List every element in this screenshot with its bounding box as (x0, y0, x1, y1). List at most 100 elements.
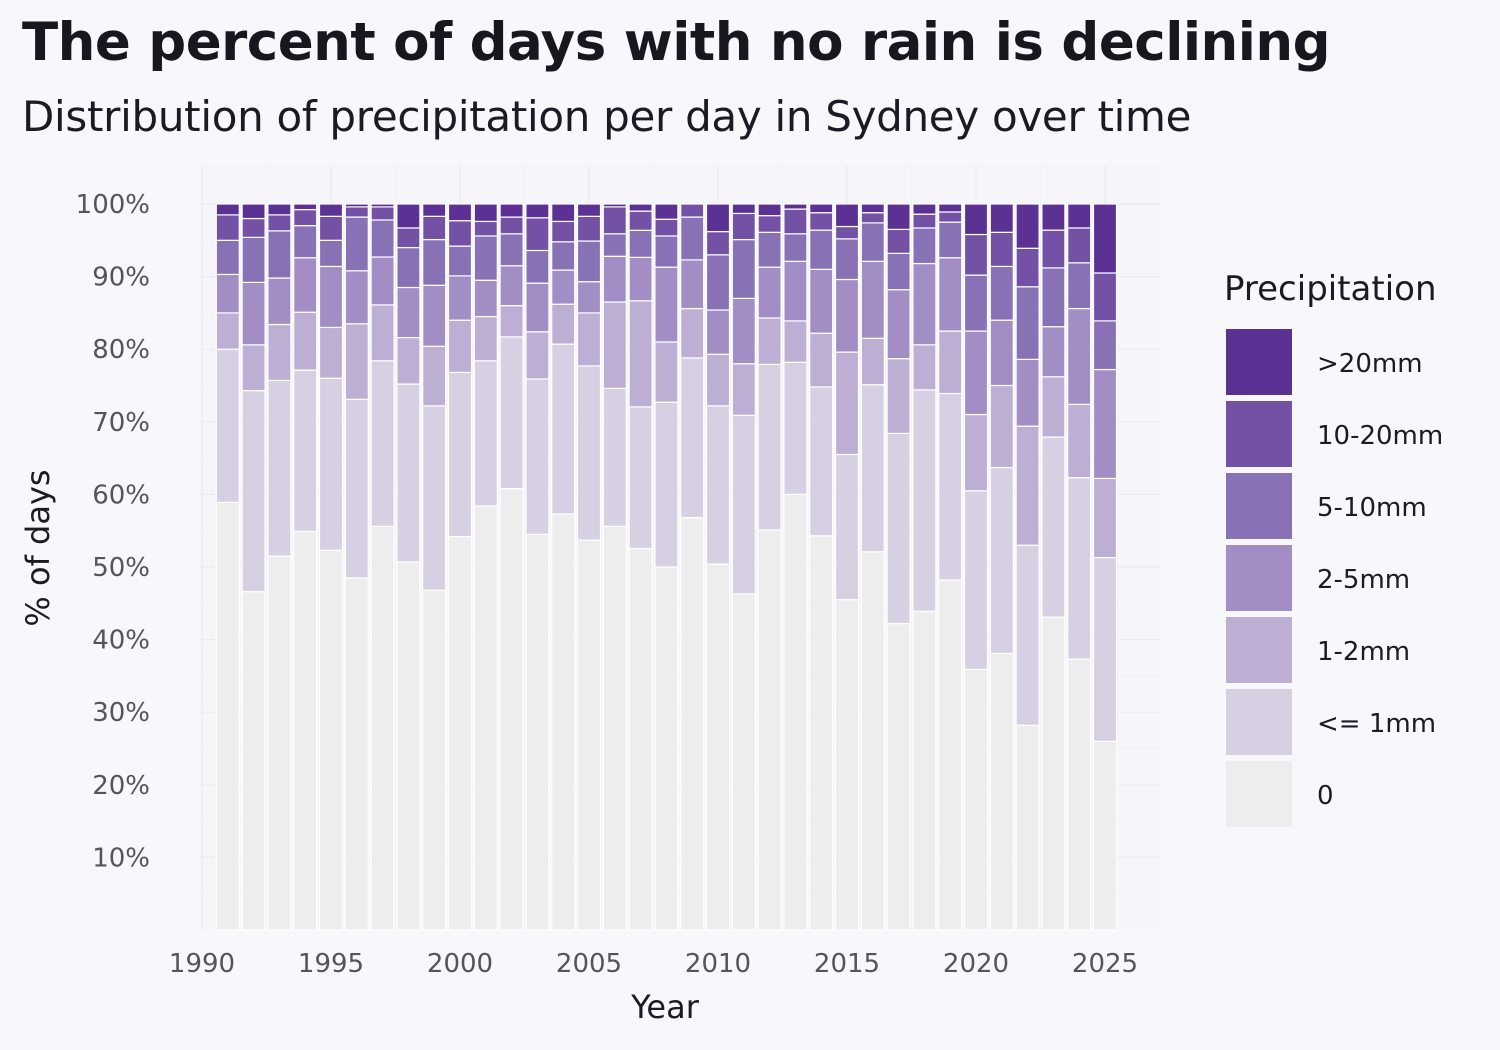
bar-segment (422, 345, 447, 407)
bar-segment (757, 231, 782, 268)
bar-segment (783, 260, 808, 322)
legend-label: 0 (1317, 781, 1334, 811)
bar-segment (473, 315, 498, 362)
y-tick-label: 30% (92, 698, 150, 728)
bar-segment (705, 203, 731, 233)
bar-segment (422, 238, 447, 286)
bar-segment (422, 215, 447, 241)
bar-segment (705, 563, 731, 931)
bar-segment (989, 265, 1014, 321)
bar-segment (705, 309, 731, 355)
bar-segment (499, 305, 524, 338)
bar-segment (344, 323, 369, 400)
x-tick-label: 2015 (814, 949, 880, 979)
legend-items: >20mm 10-20mm 5-10mm 2-5mm 1-2mm <= 1mm 0 (1226, 329, 1443, 827)
bar-segment (370, 360, 395, 527)
bar-segment (473, 505, 498, 931)
bar-segment (396, 246, 421, 289)
bar-segment (654, 203, 679, 220)
bar-segment (1015, 358, 1040, 427)
x-axis-ticks: 1990 1995 2000 2005 2010 2015 2020 2025 (169, 949, 1138, 979)
bar-segment (1092, 320, 1118, 371)
bar-segment (1041, 616, 1066, 931)
x-tick-label: 2020 (943, 949, 1009, 979)
bar-segment (731, 238, 756, 299)
bar-segment (293, 208, 318, 227)
bar-segment (834, 453, 860, 601)
bar-segment (267, 323, 292, 382)
bar-segment (293, 225, 318, 259)
bar-segment (989, 319, 1014, 387)
x-tick-label: 1990 (169, 949, 235, 979)
bar-segment (1015, 286, 1040, 360)
y-tick-label: 10% (92, 843, 150, 873)
bar-segment (370, 525, 395, 931)
legend-swatch (1226, 617, 1292, 683)
bar-segment (783, 361, 808, 496)
bar-segment (1015, 203, 1040, 249)
bar-segment (705, 405, 731, 565)
bar-segment (576, 240, 602, 283)
bar-segment (396, 383, 421, 563)
bar-segment (809, 229, 834, 270)
bar-segment (241, 217, 266, 238)
bar-segment (912, 389, 937, 612)
bar-segment (1092, 368, 1118, 480)
bar-segment (525, 203, 550, 219)
bar-segment (551, 203, 576, 223)
bar-segment (241, 203, 266, 220)
bar-segment (267, 555, 292, 931)
bar-segment (1041, 267, 1066, 328)
bar-segment (628, 256, 653, 302)
bar-segment (576, 365, 602, 541)
bar-segment (370, 256, 395, 306)
y-tick-label: 60% (92, 480, 150, 510)
bar-segment (602, 525, 627, 931)
bar-segment (293, 257, 318, 313)
bar-segment (499, 265, 524, 307)
bar-segment (576, 312, 602, 367)
x-tick-label: 1995 (298, 949, 364, 979)
bar-segment (499, 216, 524, 235)
legend-swatch (1226, 689, 1292, 755)
bar-segment (215, 273, 240, 314)
bar-segment (834, 351, 860, 456)
bar-segment (473, 203, 498, 223)
bar-segment (447, 275, 473, 321)
bar-segment (809, 386, 834, 537)
bar-segment (293, 203, 318, 211)
bar-segment (318, 239, 344, 268)
bar-segment (1092, 740, 1118, 931)
bar-segment (886, 358, 911, 435)
bar-segment (602, 301, 627, 390)
bar-segment (499, 233, 524, 267)
bar-segment (886, 228, 911, 254)
bar-segment (267, 379, 292, 557)
bar-segment (267, 230, 292, 279)
bar-segment (731, 297, 756, 365)
bar-segment (938, 392, 963, 581)
y-tick-label: 20% (92, 771, 150, 801)
bar-segment (267, 277, 292, 326)
x-tick-label: 2005 (556, 949, 622, 979)
bar-segment (963, 233, 989, 276)
bar-segment (344, 577, 369, 931)
bar-segment (783, 233, 808, 262)
bar-segment (370, 219, 395, 258)
bar-segment (473, 235, 498, 281)
bar-segment (1067, 477, 1092, 660)
bar-segment (757, 363, 782, 531)
bar-segment (525, 378, 550, 535)
bar-segment (1041, 376, 1066, 438)
x-tick-label: 2000 (427, 949, 493, 979)
bar-segment (241, 236, 266, 284)
y-tick-label: 50% (92, 553, 150, 583)
bar-segment (422, 284, 447, 347)
bar-segment (834, 203, 860, 228)
bar-segment (447, 220, 473, 247)
bar-segment (938, 221, 963, 259)
bar-segment (731, 212, 756, 241)
bar-segment (447, 371, 473, 538)
bar-segment (731, 593, 756, 931)
bar-segment (551, 303, 576, 345)
